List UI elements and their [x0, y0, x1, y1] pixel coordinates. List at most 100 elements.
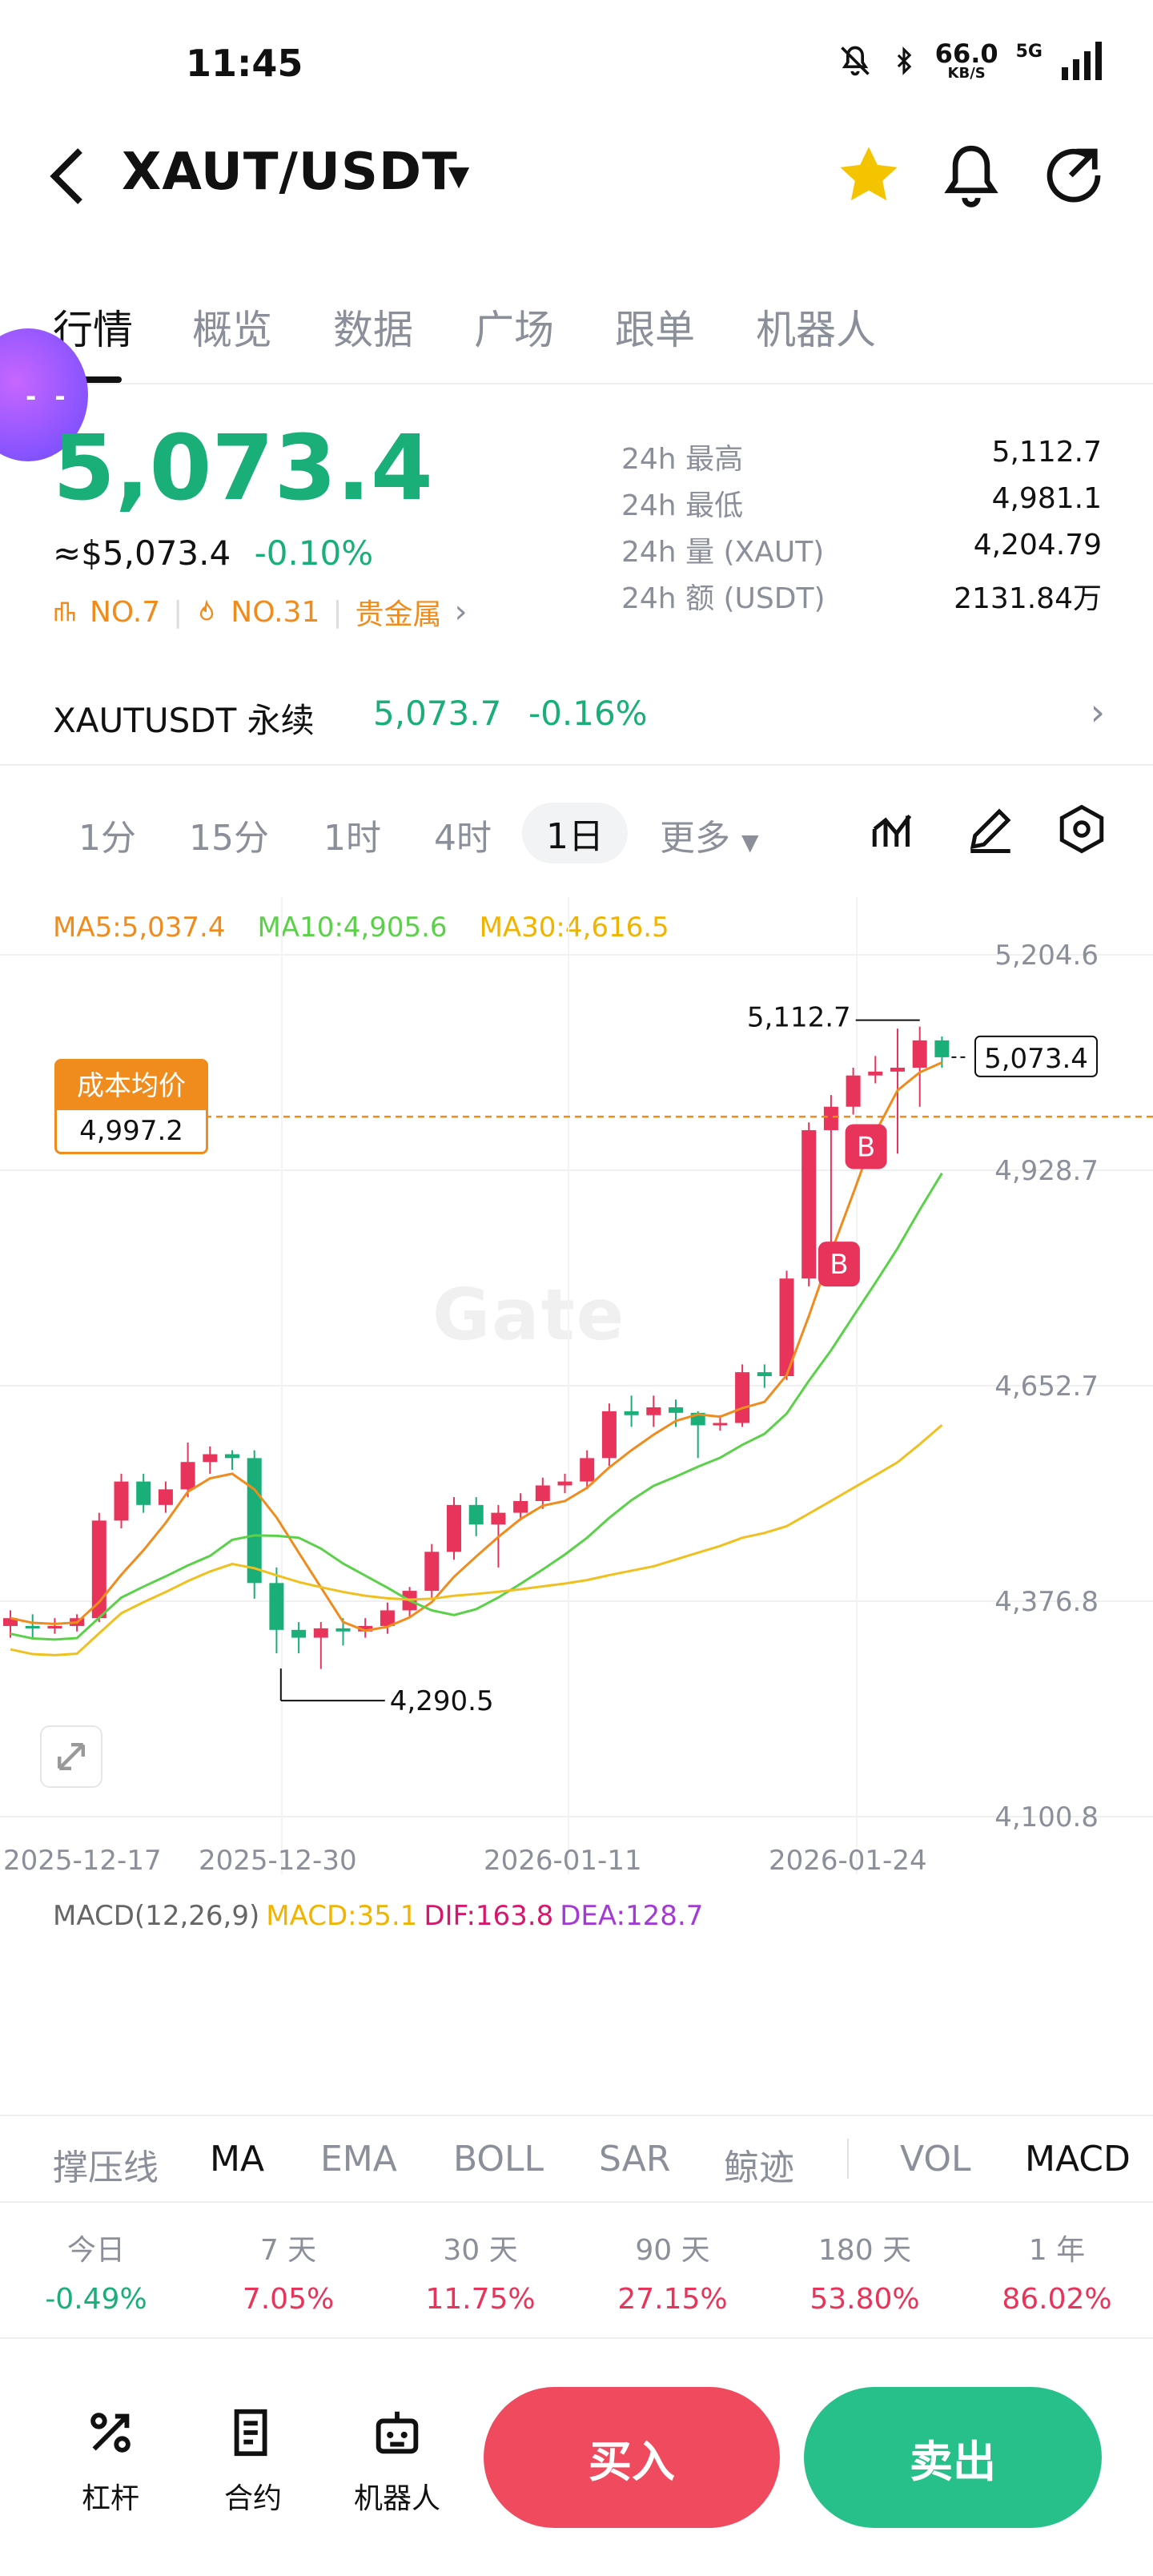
chevron-right-icon: › — [1090, 690, 1105, 734]
bot-button[interactable]: 机器人 — [341, 2405, 453, 2517]
network-type: 5G — [1015, 42, 1043, 62]
assistant-bubble[interactable]: - - — [0, 328, 88, 461]
candle-body — [114, 1481, 129, 1521]
buy-marker — [818, 1242, 860, 1287]
macd-params: MACD(12,26,9) — [53, 1900, 260, 1932]
cost-basis-title: 成本均价 — [54, 1059, 208, 1108]
candle-body — [801, 1129, 817, 1279]
mute-bell-icon — [840, 46, 870, 76]
interval-1h[interactable]: 1时 — [323, 818, 381, 859]
perp-change: -0.16% — [528, 694, 648, 733]
interval-4h[interactable]: 4时 — [434, 818, 492, 859]
y-tick-label: 4,652.7 — [994, 1371, 1099, 1403]
ind-boll[interactable]: BOLL — [453, 2139, 544, 2180]
signal-icon — [1062, 42, 1102, 80]
low-annotation: 4,290.5 — [390, 1685, 494, 1717]
perf-1y: 1 年 86.02% — [1002, 2234, 1112, 2316]
pair-dropdown-icon[interactable]: ▼ — [448, 160, 470, 192]
macd-value: MACD:35.1 — [266, 1900, 418, 1932]
buy-button[interactable]: 买入 — [484, 2387, 780, 2528]
x-tick-label: 2025-12-17 — [3, 1845, 162, 1874]
tab-bot[interactable]: 机器人 — [756, 307, 876, 353]
candle-body — [91, 1520, 106, 1619]
candle-body — [447, 1504, 461, 1552]
header: XAUT/USDT ▼ — [0, 120, 1153, 232]
usd-price: ≈$5,073.4 -0.10% — [53, 533, 373, 573]
leverage-button[interactable]: 杠杆 — [54, 2405, 167, 2517]
interval-1d[interactable]: 1日 — [522, 803, 628, 863]
candle-body — [225, 1454, 239, 1459]
price-change: -0.10% — [254, 533, 374, 573]
x-tick-label: 2025-12-30 — [199, 1845, 357, 1874]
rank-bar-icon — [54, 602, 75, 622]
usd-value: ≈$5,073.4 — [53, 533, 231, 573]
interval-more[interactable]: 更多 ▼ — [660, 818, 759, 859]
indicator-divider — [847, 2139, 849, 2179]
favorite-star-icon[interactable] — [833, 139, 905, 211]
interval-15m[interactable]: 15分 — [189, 818, 269, 859]
candle-body — [491, 1512, 506, 1525]
cost-basis-value: 4,997.2 — [54, 1108, 208, 1154]
tab-overview[interactable]: 概览 — [192, 307, 272, 353]
tab-data[interactable]: 数据 — [333, 307, 413, 353]
candle-body — [203, 1454, 218, 1463]
ind-whale[interactable]: 鲸迹 — [724, 2147, 794, 2188]
candle-body — [468, 1504, 484, 1525]
chevron-right-icon: › — [454, 594, 468, 630]
interval-bar: 1分 15分 1时 4时 1日 更多 ▼ — [0, 785, 1153, 873]
perf-7d: 7 天 7.05% — [242, 2234, 335, 2316]
performance-row: 今日 -0.49% 7 天 7.05% 30 天 11.75% 90 天 27.15% … — [0, 2219, 1153, 2339]
candle-body — [313, 1628, 328, 1638]
candle-body — [601, 1411, 617, 1459]
flame-icon — [200, 600, 214, 621]
sell-button[interactable]: 卖出 — [804, 2387, 1102, 2528]
pair-title[interactable]: XAUT/USDT — [122, 143, 458, 202]
ind-ema[interactable]: EMA — [320, 2139, 397, 2180]
candle-body — [47, 1625, 62, 1628]
draw-pen-icon[interactable] — [964, 803, 1017, 855]
candle-body — [358, 1625, 373, 1632]
candle-body — [823, 1106, 838, 1130]
perpetual-row[interactable]: XAUTUSDT 永续 5,073.7 -0.16% › — [0, 678, 1153, 766]
bottom-action-bar: 杠杆 合约 机器人 买入 卖出 — [0, 2355, 1153, 2576]
cost-basis-label: 成本均价 4,997.2 — [54, 1059, 208, 1154]
candle-body — [757, 1372, 772, 1377]
candle-body — [424, 1552, 440, 1592]
candle-body — [380, 1610, 395, 1626]
ma10-legend: MA10:4,905.6 — [257, 912, 448, 944]
dif-value: DIF:163.8 — [424, 1900, 554, 1932]
ind-macd[interactable]: MACD — [1025, 2139, 1131, 2180]
rank-row[interactable]: NO.7 | NO.31 | 贵金属 › — [53, 591, 468, 633]
candle-body — [580, 1458, 595, 1482]
y-tick-label: 4,928.7 — [994, 1155, 1099, 1187]
tab-copy-trade[interactable]: 跟单 — [615, 307, 695, 353]
indicator-line-icon[interactable] — [868, 803, 921, 855]
candle-body — [158, 1489, 173, 1505]
candle-body — [291, 1629, 307, 1638]
ind-vol[interactable]: VOL — [900, 2139, 971, 2180]
ind-ma[interactable]: MA — [210, 2139, 265, 2180]
candle-body — [646, 1407, 661, 1415]
ind-sar[interactable]: SAR — [599, 2139, 671, 2180]
settings-hex-icon[interactable] — [1055, 803, 1108, 855]
x-tick-label: 2026-01-11 — [484, 1845, 642, 1874]
expand-icon[interactable] — [40, 1725, 102, 1788]
candle-body — [25, 1625, 40, 1628]
net-speed: 66.0 KB/S — [934, 38, 998, 82]
interval-1m[interactable]: 1分 — [78, 818, 136, 859]
perf-90d: 90 天 27.15% — [617, 2234, 728, 2316]
alert-bell-icon[interactable] — [935, 139, 1007, 211]
ma30-legend: MA30:4,616.5 — [479, 912, 669, 944]
candle-body — [269, 1583, 284, 1630]
stats-panel: 24h 最高 5,112.7 24h 最低 4,981.1 24h 量 (XAUT)… — [621, 433, 1102, 618]
contract-button[interactable]: 合约 — [197, 2405, 309, 2517]
candlestick-chart[interactable]: 5,204.6 4,928.7 4,652.7 4,376.8 4,100.8 2025-… — [0, 897, 1153, 1874]
tab-square[interactable]: 广场 — [474, 307, 554, 353]
share-icon[interactable] — [1038, 139, 1110, 211]
perp-name: XAUTUSDT 永续 — [53, 701, 315, 740]
back-arrow-icon[interactable] — [45, 144, 93, 208]
status-time: 11:45 — [186, 42, 303, 85]
caret-down-icon: ▼ — [741, 829, 759, 855]
ind-support-resistance[interactable]: 撑压线 — [53, 2147, 159, 2188]
current-price-tag — [974, 1035, 1098, 1077]
